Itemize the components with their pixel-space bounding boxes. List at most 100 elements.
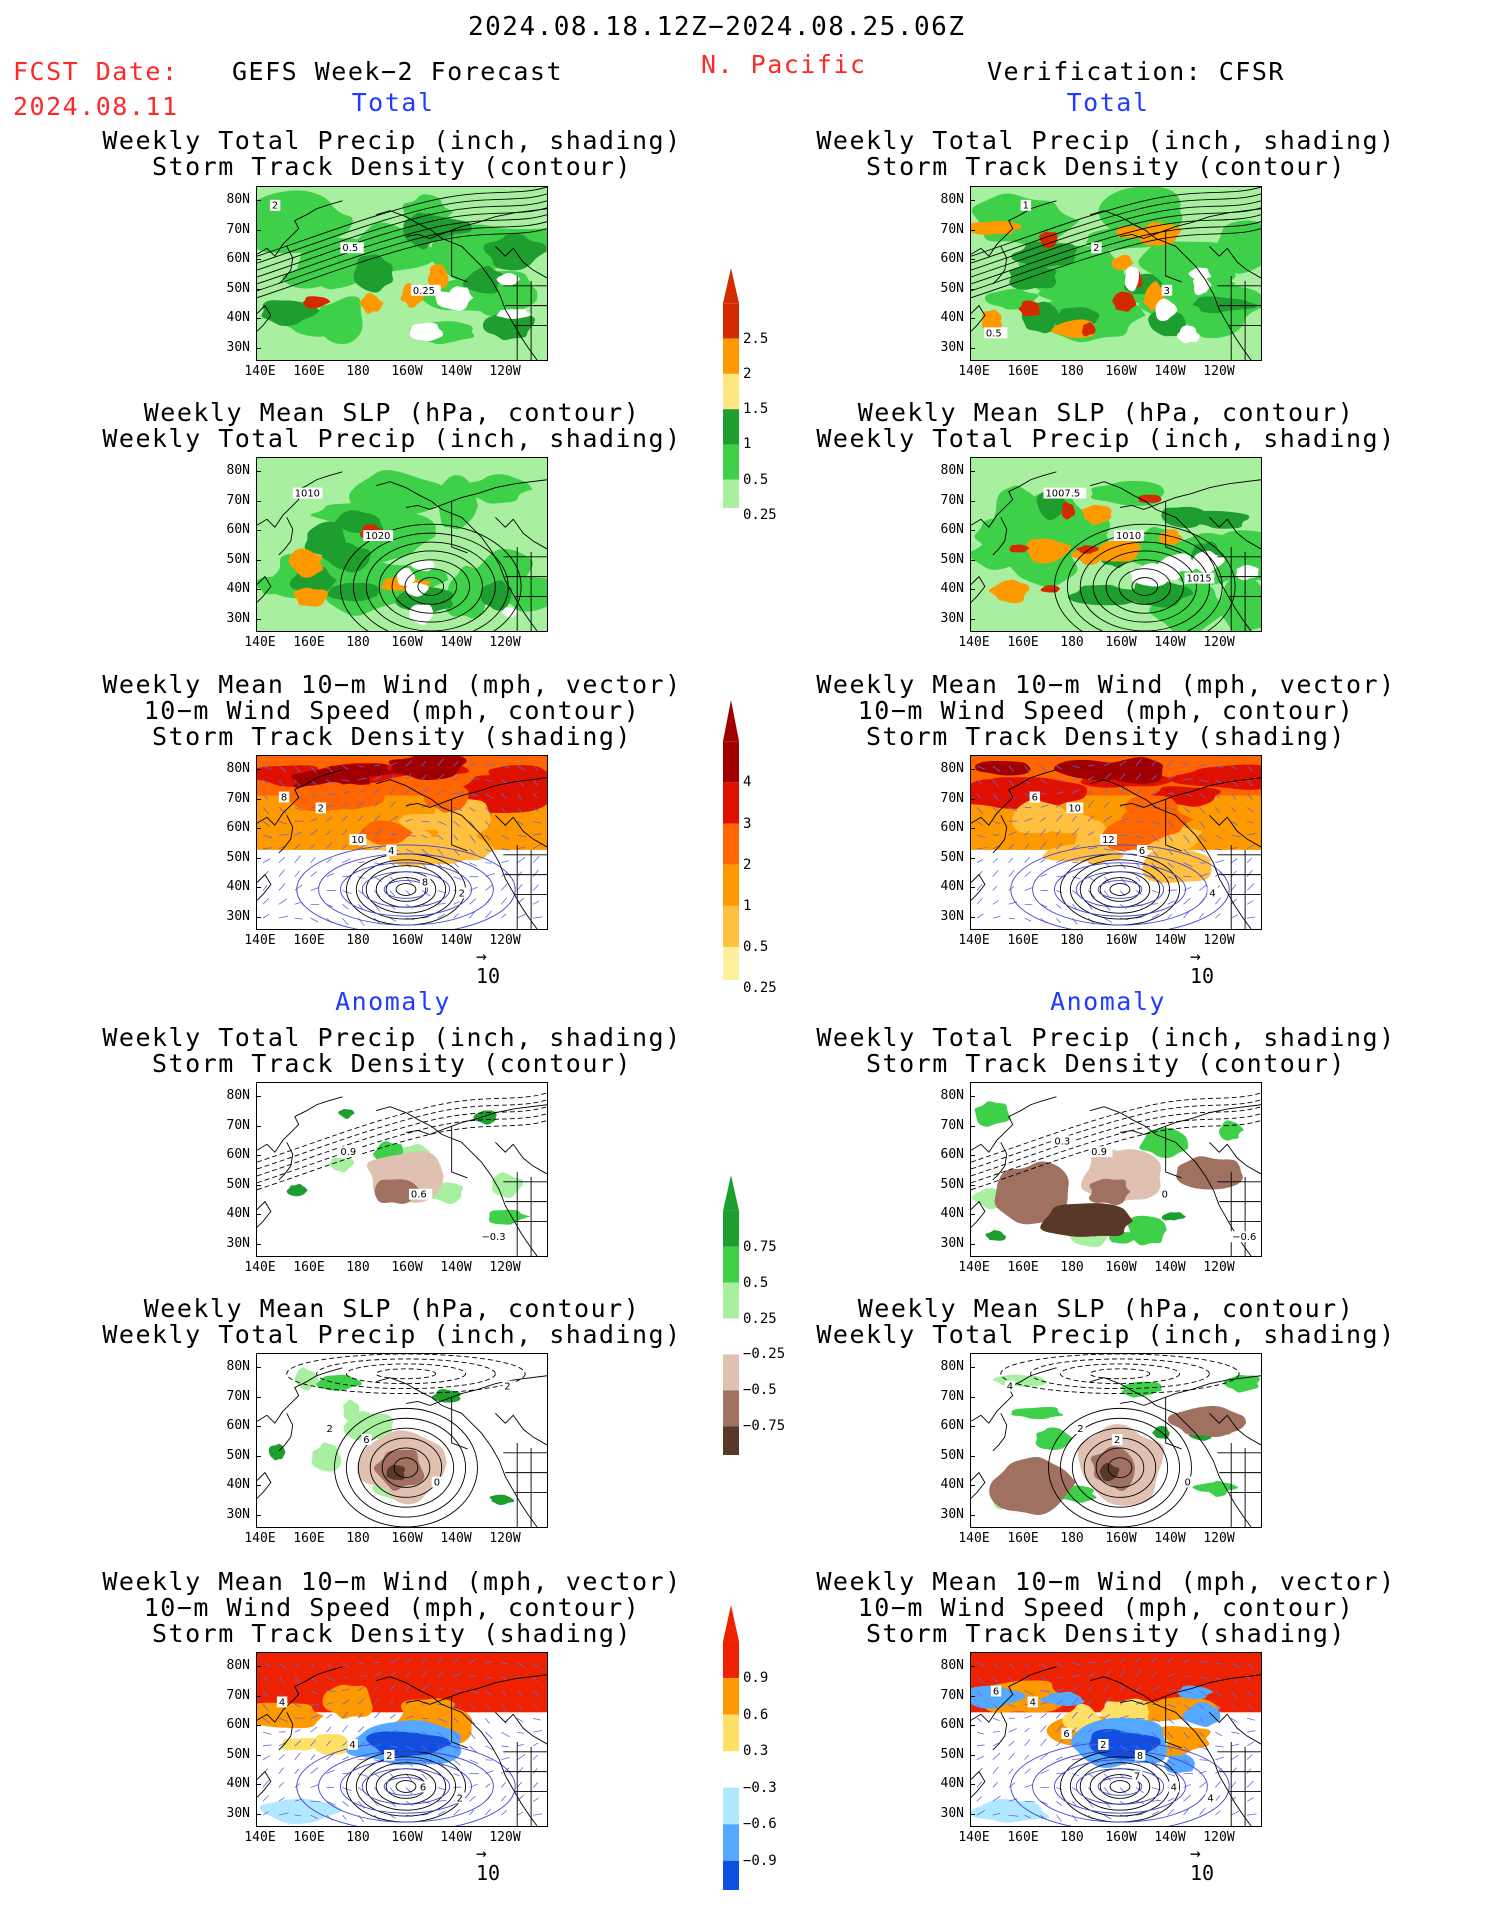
lat-tick-mark — [256, 347, 261, 349]
lat-tick-label: 70N — [940, 1687, 964, 1703]
lon-tick-label: 120W — [489, 1531, 521, 1546]
vector-reference-label: 10 — [1190, 1861, 1215, 1885]
lon-tick-label: 160W — [1105, 364, 1137, 379]
lon-tick-label: 160E — [293, 933, 325, 948]
vector-reference-arrow: → — [476, 1843, 487, 1864]
lon-tick-label: 160E — [1007, 635, 1039, 650]
lat-tick-label: 50N — [940, 849, 964, 865]
contour-label: 0.5 — [983, 327, 1008, 339]
lat-tick-label: 60N — [226, 820, 250, 835]
contour-label: 0.9 — [338, 1146, 362, 1158]
lat-tick-mark — [970, 1243, 975, 1245]
lat-tick-mark — [256, 559, 261, 561]
colorbar-label: 0.5 — [743, 471, 769, 488]
svg-text:6: 6 — [993, 1687, 999, 1698]
lat-tick-label: 70N — [226, 1117, 250, 1133]
lat-tick-mark — [256, 1813, 261, 1815]
lat-tick-mark — [256, 769, 261, 770]
lat-tick-mark — [256, 1214, 261, 1215]
lat-tick-mark — [256, 618, 261, 620]
svg-text:6: 6 — [1139, 846, 1145, 857]
panel-title-line: Storm Track Density (contour) — [152, 1049, 632, 1078]
contour-label: 10 — [349, 834, 367, 846]
lat-tick-label: 80N — [940, 463, 964, 478]
lat-tick-mark — [970, 1485, 975, 1486]
svg-text:8: 8 — [281, 793, 287, 804]
lon-tick-label: 140E — [244, 1260, 276, 1275]
lon-tick-label: 140E — [244, 1830, 276, 1845]
lat-tick-label: 80N — [940, 1359, 964, 1374]
lat-tick-mark — [970, 1514, 975, 1516]
region-title: N. Pacific — [701, 50, 867, 79]
lat-tick-mark — [970, 229, 975, 231]
lon-tick-label: 160E — [293, 364, 325, 379]
lat-tick-label: 40N — [940, 1776, 964, 1791]
lat-tick-label: 50N — [940, 1447, 964, 1463]
lat-tick-mark — [256, 1243, 261, 1245]
colorbar-label: −0.6 — [743, 1816, 777, 1833]
lon-tick-label: 120W — [1203, 1830, 1235, 1845]
lat-tick-label: 40N — [226, 879, 250, 894]
lat-tick-mark — [256, 1155, 261, 1156]
contour-label: 2 — [454, 1792, 466, 1804]
lat-tick-mark — [970, 347, 975, 349]
lon-tick-label: 120W — [1203, 1531, 1235, 1546]
svg-text:2: 2 — [1100, 1740, 1106, 1751]
svg-text:2: 2 — [386, 1751, 392, 1762]
lat-tick-label: 50N — [940, 280, 964, 296]
svg-text:8: 8 — [422, 878, 428, 889]
lon-tick-label: 140W — [1154, 1830, 1186, 1845]
lat-tick-label: 60N — [226, 1717, 250, 1732]
lat-tick-mark — [970, 1784, 975, 1785]
verification-map-3: 10 6 4 6 12 — [970, 755, 1262, 930]
lat-tick-mark — [970, 530, 975, 531]
lon-tick-label: 160W — [1105, 635, 1137, 650]
svg-text:1010: 1010 — [1116, 531, 1141, 542]
lat-tick-label: 80N — [940, 1088, 964, 1103]
svg-text:4: 4 — [1030, 1697, 1036, 1708]
lat-tick-label: 50N — [226, 1746, 250, 1762]
svg-text:6: 6 — [420, 1782, 426, 1793]
colorbar-label: −0.9 — [743, 1852, 777, 1869]
lat-tick-mark — [970, 916, 975, 918]
svg-text:4: 4 — [1007, 1382, 1013, 1393]
lat-tick-mark — [970, 769, 975, 770]
lat-tick-mark — [256, 589, 261, 590]
lon-tick-label: 180 — [1060, 933, 1084, 948]
lat-tick-mark — [256, 1666, 261, 1667]
contour-label: 8 — [1134, 1749, 1146, 1762]
lon-tick-label: 140W — [1154, 364, 1186, 379]
lon-tick-label: 140E — [958, 1260, 990, 1275]
colorbar-label: −0.3 — [743, 1779, 777, 1796]
panel-title-line: Storm Track Density (shading) — [152, 722, 632, 751]
panel-title-line: Weekly Mean 10−m Wind (mph, vector) — [816, 1567, 1396, 1596]
lat-tick-label: 30N — [940, 610, 964, 626]
svg-text:2: 2 — [504, 1382, 510, 1393]
svg-text:1: 1 — [1023, 201, 1029, 212]
lat-tick-mark — [256, 259, 261, 260]
panel-title-line: Weekly Total Precip (inch, shading) — [816, 424, 1396, 453]
lat-tick-label: 80N — [226, 761, 250, 776]
lon-tick-label: 160W — [391, 635, 423, 650]
svg-text:4: 4 — [279, 1697, 285, 1708]
svg-text:0.9: 0.9 — [340, 1147, 356, 1158]
lat-tick-label: 80N — [940, 192, 964, 207]
lat-tick-mark — [256, 1184, 261, 1186]
lat-tick-mark — [256, 530, 261, 531]
contour-label: 0.6 — [408, 1188, 433, 1201]
lon-tick-label: 160W — [391, 364, 423, 379]
lat-tick-mark — [970, 857, 975, 859]
lat-tick-label: 60N — [940, 251, 964, 266]
lat-tick-mark — [256, 828, 261, 829]
contour-label: 1015 — [1184, 572, 1215, 585]
svg-text:0.25: 0.25 — [413, 286, 435, 297]
lat-tick-label: 50N — [226, 849, 250, 865]
svg-text:1010: 1010 — [295, 489, 320, 500]
lon-tick-label: 180 — [346, 1260, 370, 1275]
lat-tick-mark — [256, 1784, 261, 1785]
contour-label: 2 — [1075, 1423, 1086, 1435]
svg-text:−0.3: −0.3 — [481, 1232, 505, 1243]
lat-tick-label: 50N — [226, 1176, 250, 1192]
lon-tick-label: 120W — [489, 933, 521, 948]
lat-tick-mark — [970, 259, 975, 260]
